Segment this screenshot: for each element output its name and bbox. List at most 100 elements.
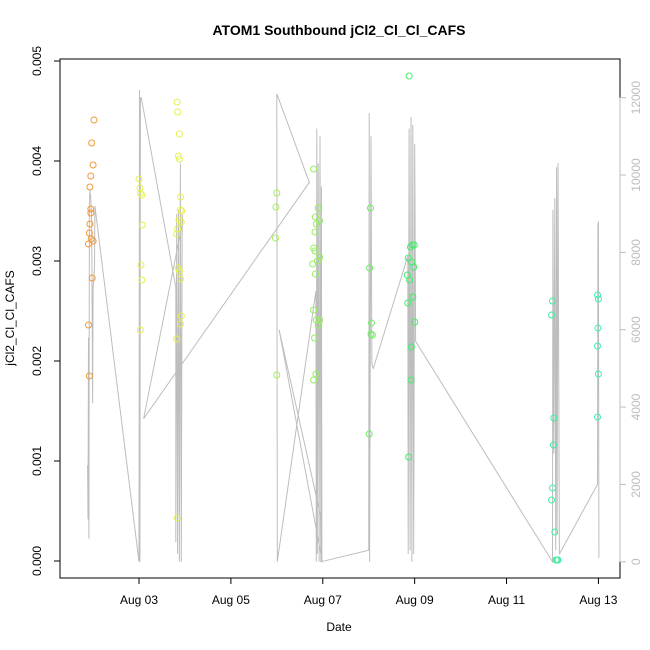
data-point [368,319,375,327]
data-point [88,139,96,147]
data-point [176,193,184,201]
data-point [89,237,97,245]
data-point [176,275,184,283]
data-point [316,253,324,261]
data-point [311,213,319,221]
x-axis: Aug 03 Aug 05 Aug 07 Aug 09 Aug 11 Aug 13 [120,578,618,607]
x-tick-label: Aug 13 [579,593,617,607]
chart-title: ATOM1 Southbound jCl2_Cl_Cl_CAFS [212,22,465,38]
data-point [550,414,558,422]
data-point [178,207,186,215]
data-point [89,161,97,169]
data-point [174,225,182,233]
data-point [407,376,415,384]
y-axis-label: jCl2_Cl_Cl_CAFS [3,270,17,366]
data-point [594,324,602,332]
data-point [175,155,183,163]
data-point [405,72,413,80]
data-point [409,293,417,301]
y-tick-label: 0.004 [30,146,44,176]
data-point [368,331,376,339]
data-point [272,203,280,211]
data-point [311,334,318,342]
data-point [410,263,418,271]
data-point [175,152,182,160]
data-point [138,276,146,284]
x-tick-label: Aug 07 [304,593,342,607]
data-point [176,206,184,214]
data-point [272,234,279,242]
data-point [87,172,95,180]
data-point [407,243,414,251]
data-point [273,189,281,197]
y2-tick-label: 0 [629,558,643,565]
data-point [594,291,601,299]
secondary-trace-group [87,89,600,564]
data-point [549,441,557,449]
data-point [174,108,182,116]
x-axis-label: Date [326,620,352,634]
data-point [549,484,556,492]
data-point [90,116,98,124]
data-point [548,496,556,504]
data-point [175,267,183,275]
data-point [136,184,144,192]
secondary-trace-line [87,89,600,564]
data-point [175,130,183,138]
y2-tick-label: 6000 [629,316,643,343]
x-tick-label: Aug 03 [120,593,158,607]
data-point [554,556,562,564]
points-group [85,72,602,564]
data-point [365,430,373,438]
data-point [310,376,318,384]
data-point [87,209,95,217]
data-point [314,204,322,212]
y2-tick-label: 12000 [629,81,643,115]
y2-axis: 0 2000 4000 6000 8000 10000 12000 [619,81,643,565]
data-point [316,316,324,324]
data-point [312,370,320,378]
data-point [86,220,94,228]
y-tick-label: 0.003 [30,246,44,276]
data-point [135,175,143,183]
data-point [549,297,556,305]
data-point [410,241,418,249]
data-point [404,254,412,262]
data-point [175,216,183,224]
data-point [310,306,318,314]
data-point [87,205,95,213]
data-point [314,321,322,329]
data-point [594,295,602,303]
data-point [137,261,145,269]
y2-tick-label: 2000 [629,471,643,498]
data-point [138,191,146,199]
y-tick-label: 0.002 [30,346,44,376]
y2-tick-label: 4000 [629,393,643,420]
data-point [309,260,317,268]
y2-tick-label: 10000 [629,158,643,192]
data-point [173,98,181,106]
data-point [177,312,185,320]
data-point [366,264,374,272]
data-point [406,276,414,284]
data-point [136,326,144,334]
data-point [551,528,559,536]
x-tick-label: Aug 05 [212,593,250,607]
data-point [85,372,93,380]
data-point [86,183,94,191]
data-point [404,299,412,307]
data-point [310,165,318,173]
y-axis: 0.000 0.001 0.002 0.003 0.004 0.005 [30,46,60,576]
data-point [173,335,181,343]
data-point [136,189,144,197]
y-tick-label: 0.000 [30,546,44,576]
data-point [405,453,413,461]
y-tick-label: 0.005 [30,46,44,76]
data-point [312,220,320,228]
y2-tick-label: 8000 [629,239,643,266]
data-point [173,514,181,522]
data-point [87,235,95,243]
data-point [594,370,602,378]
data-point [177,218,185,226]
